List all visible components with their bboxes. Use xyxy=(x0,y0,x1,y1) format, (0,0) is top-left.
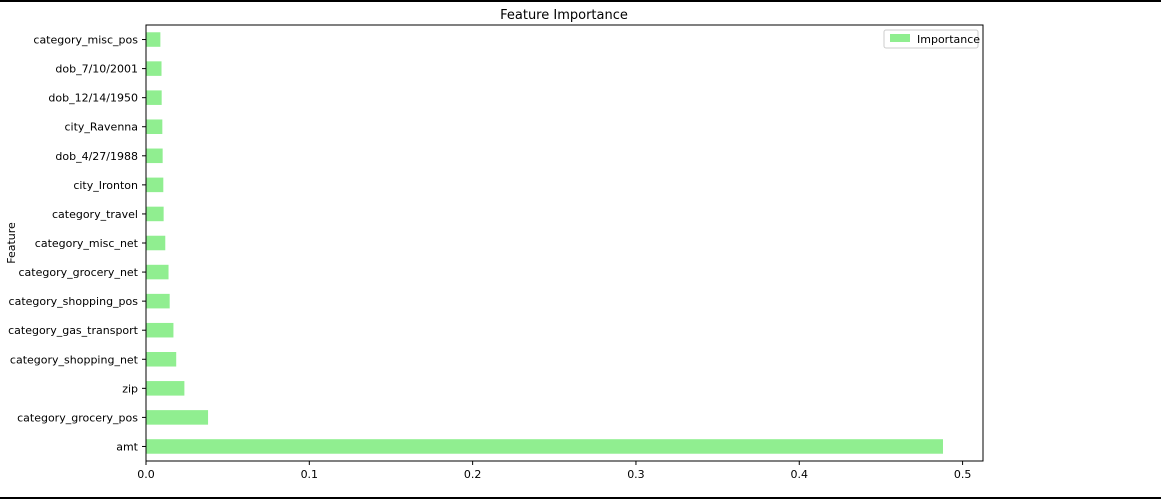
bar-1 xyxy=(146,410,209,425)
y-tick-label: category_grocery_net xyxy=(18,266,138,279)
y-tick-label: category_shopping_net xyxy=(10,353,139,366)
y-tick-label: category_misc_net xyxy=(35,237,139,250)
y-tick-label: city_Ravenna xyxy=(64,121,138,134)
y-tick-label: dob_12/14/1950 xyxy=(48,92,138,105)
x-tick-label: 0.0 xyxy=(137,468,155,481)
y-tick-label: category_shopping_pos xyxy=(9,295,139,308)
y-tick-label: dob_4/27/1988 xyxy=(55,150,138,163)
y-axis-ticks: amt category_grocery_pos zip category_shopp… xyxy=(8,34,146,453)
chart-title: Feature Importance xyxy=(500,8,628,23)
bar-12 xyxy=(146,90,162,105)
x-tick-label: 0.4 xyxy=(791,468,809,481)
y-tick-label: category_travel xyxy=(52,208,138,221)
top-border-line xyxy=(0,0,1161,2)
x-tick-label: 0.2 xyxy=(464,468,482,481)
bar-4 xyxy=(146,322,174,338)
y-tick-label: category_grocery_pos xyxy=(17,411,138,424)
bar-7 xyxy=(146,235,166,251)
x-tick-label: 0.3 xyxy=(627,468,645,481)
y-tick-label: city_Ironton xyxy=(73,179,138,192)
axes-frame xyxy=(145,24,984,462)
y-tick-label: category_gas_transport xyxy=(8,324,139,337)
y-axis-label: Feature xyxy=(5,222,18,264)
y-tick-label: amt xyxy=(116,440,138,453)
x-axis-ticks: 0.0 0.1 0.2 0.3 0.4 0.5 xyxy=(137,461,971,481)
y-tick-label: zip xyxy=(122,382,138,395)
y-tick-label: category_misc_pos xyxy=(33,34,138,47)
bar-13 xyxy=(146,61,162,76)
bar-2 xyxy=(146,381,185,396)
bar-14 xyxy=(146,32,161,47)
bar-6 xyxy=(146,264,169,280)
y-tick-label: dob_7/10/2001 xyxy=(55,63,138,76)
bar-9 xyxy=(146,177,164,193)
bottom-border-line xyxy=(0,497,1161,499)
bars-group xyxy=(146,32,943,454)
bar-11 xyxy=(146,119,163,134)
legend-swatch xyxy=(890,34,910,42)
bar-8 xyxy=(146,206,164,222)
bar-0 xyxy=(146,439,943,454)
bar-10 xyxy=(146,148,163,164)
legend-label: Importance xyxy=(917,33,980,46)
bar-3 xyxy=(146,352,177,367)
legend: Importance xyxy=(883,29,980,49)
bar-5 xyxy=(146,293,170,309)
x-tick-label: 0.1 xyxy=(301,468,319,481)
x-tick-label: 0.5 xyxy=(954,468,972,481)
